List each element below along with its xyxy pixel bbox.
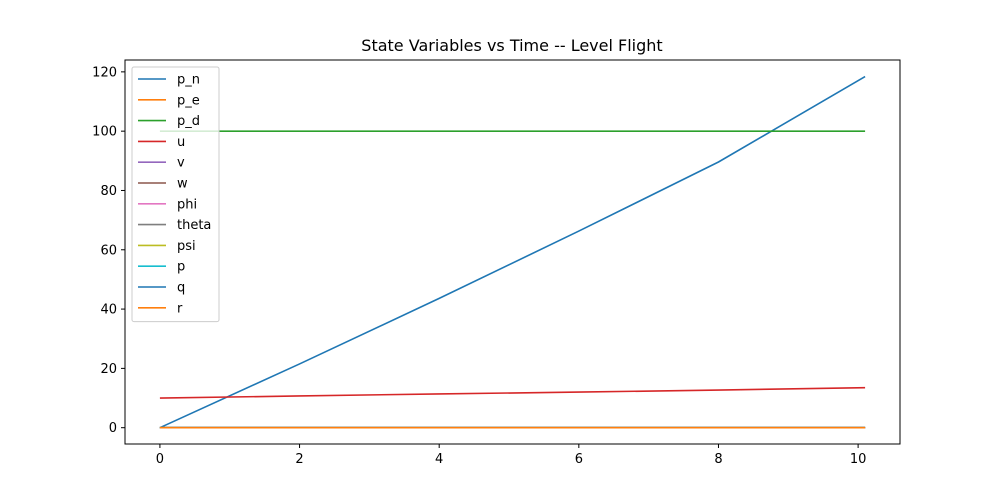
legend-label-phi: phi bbox=[177, 197, 197, 212]
legend-label-p-d: p_d bbox=[177, 114, 200, 129]
x-tick-label: 2 bbox=[295, 452, 303, 467]
x-tick-label: 6 bbox=[575, 452, 583, 467]
y-tick-label: 40 bbox=[100, 303, 117, 318]
x-tick-label: 10 bbox=[850, 452, 867, 467]
plot-frame bbox=[124, 59, 901, 445]
legend-label-q: q bbox=[177, 281, 185, 296]
legend-label-p-e: p_e bbox=[177, 93, 200, 108]
series-layer bbox=[159, 75, 866, 429]
y-tick-label: 20 bbox=[100, 362, 117, 377]
y-tick-label: 0 bbox=[109, 421, 117, 436]
plot-background bbox=[125, 60, 900, 444]
series-line-u bbox=[159, 386, 866, 399]
legend-label-u: u bbox=[177, 135, 185, 150]
legend-label-w: w bbox=[177, 177, 188, 192]
x-tick-label: 0 bbox=[156, 452, 164, 467]
x-tick-label: 8 bbox=[714, 452, 722, 467]
x-tick-label: 4 bbox=[435, 452, 443, 467]
legend-label-theta: theta bbox=[177, 218, 211, 233]
legend-label-v: v bbox=[177, 156, 185, 171]
legend-label-p: p bbox=[177, 260, 185, 275]
legend-label-r: r bbox=[177, 301, 183, 316]
series-line-p-n bbox=[159, 75, 866, 429]
legend-label-p-n: p_n bbox=[177, 73, 200, 88]
legend-box bbox=[131, 66, 220, 323]
y-tick-label: 120 bbox=[92, 65, 117, 80]
plot-area bbox=[125, 60, 900, 444]
y-axis: 0 20 40 60 80 100 120 bbox=[92, 65, 125, 436]
x-axis: 0 2 4 6 8 10 bbox=[156, 444, 867, 467]
y-tick-label: 60 bbox=[100, 243, 117, 258]
y-tick-label: 80 bbox=[100, 184, 117, 199]
chart-title: State Variables vs Time -- Level Flight bbox=[361, 36, 662, 55]
y-tick-label: 100 bbox=[92, 125, 117, 140]
legend-label-psi: psi bbox=[177, 239, 196, 254]
